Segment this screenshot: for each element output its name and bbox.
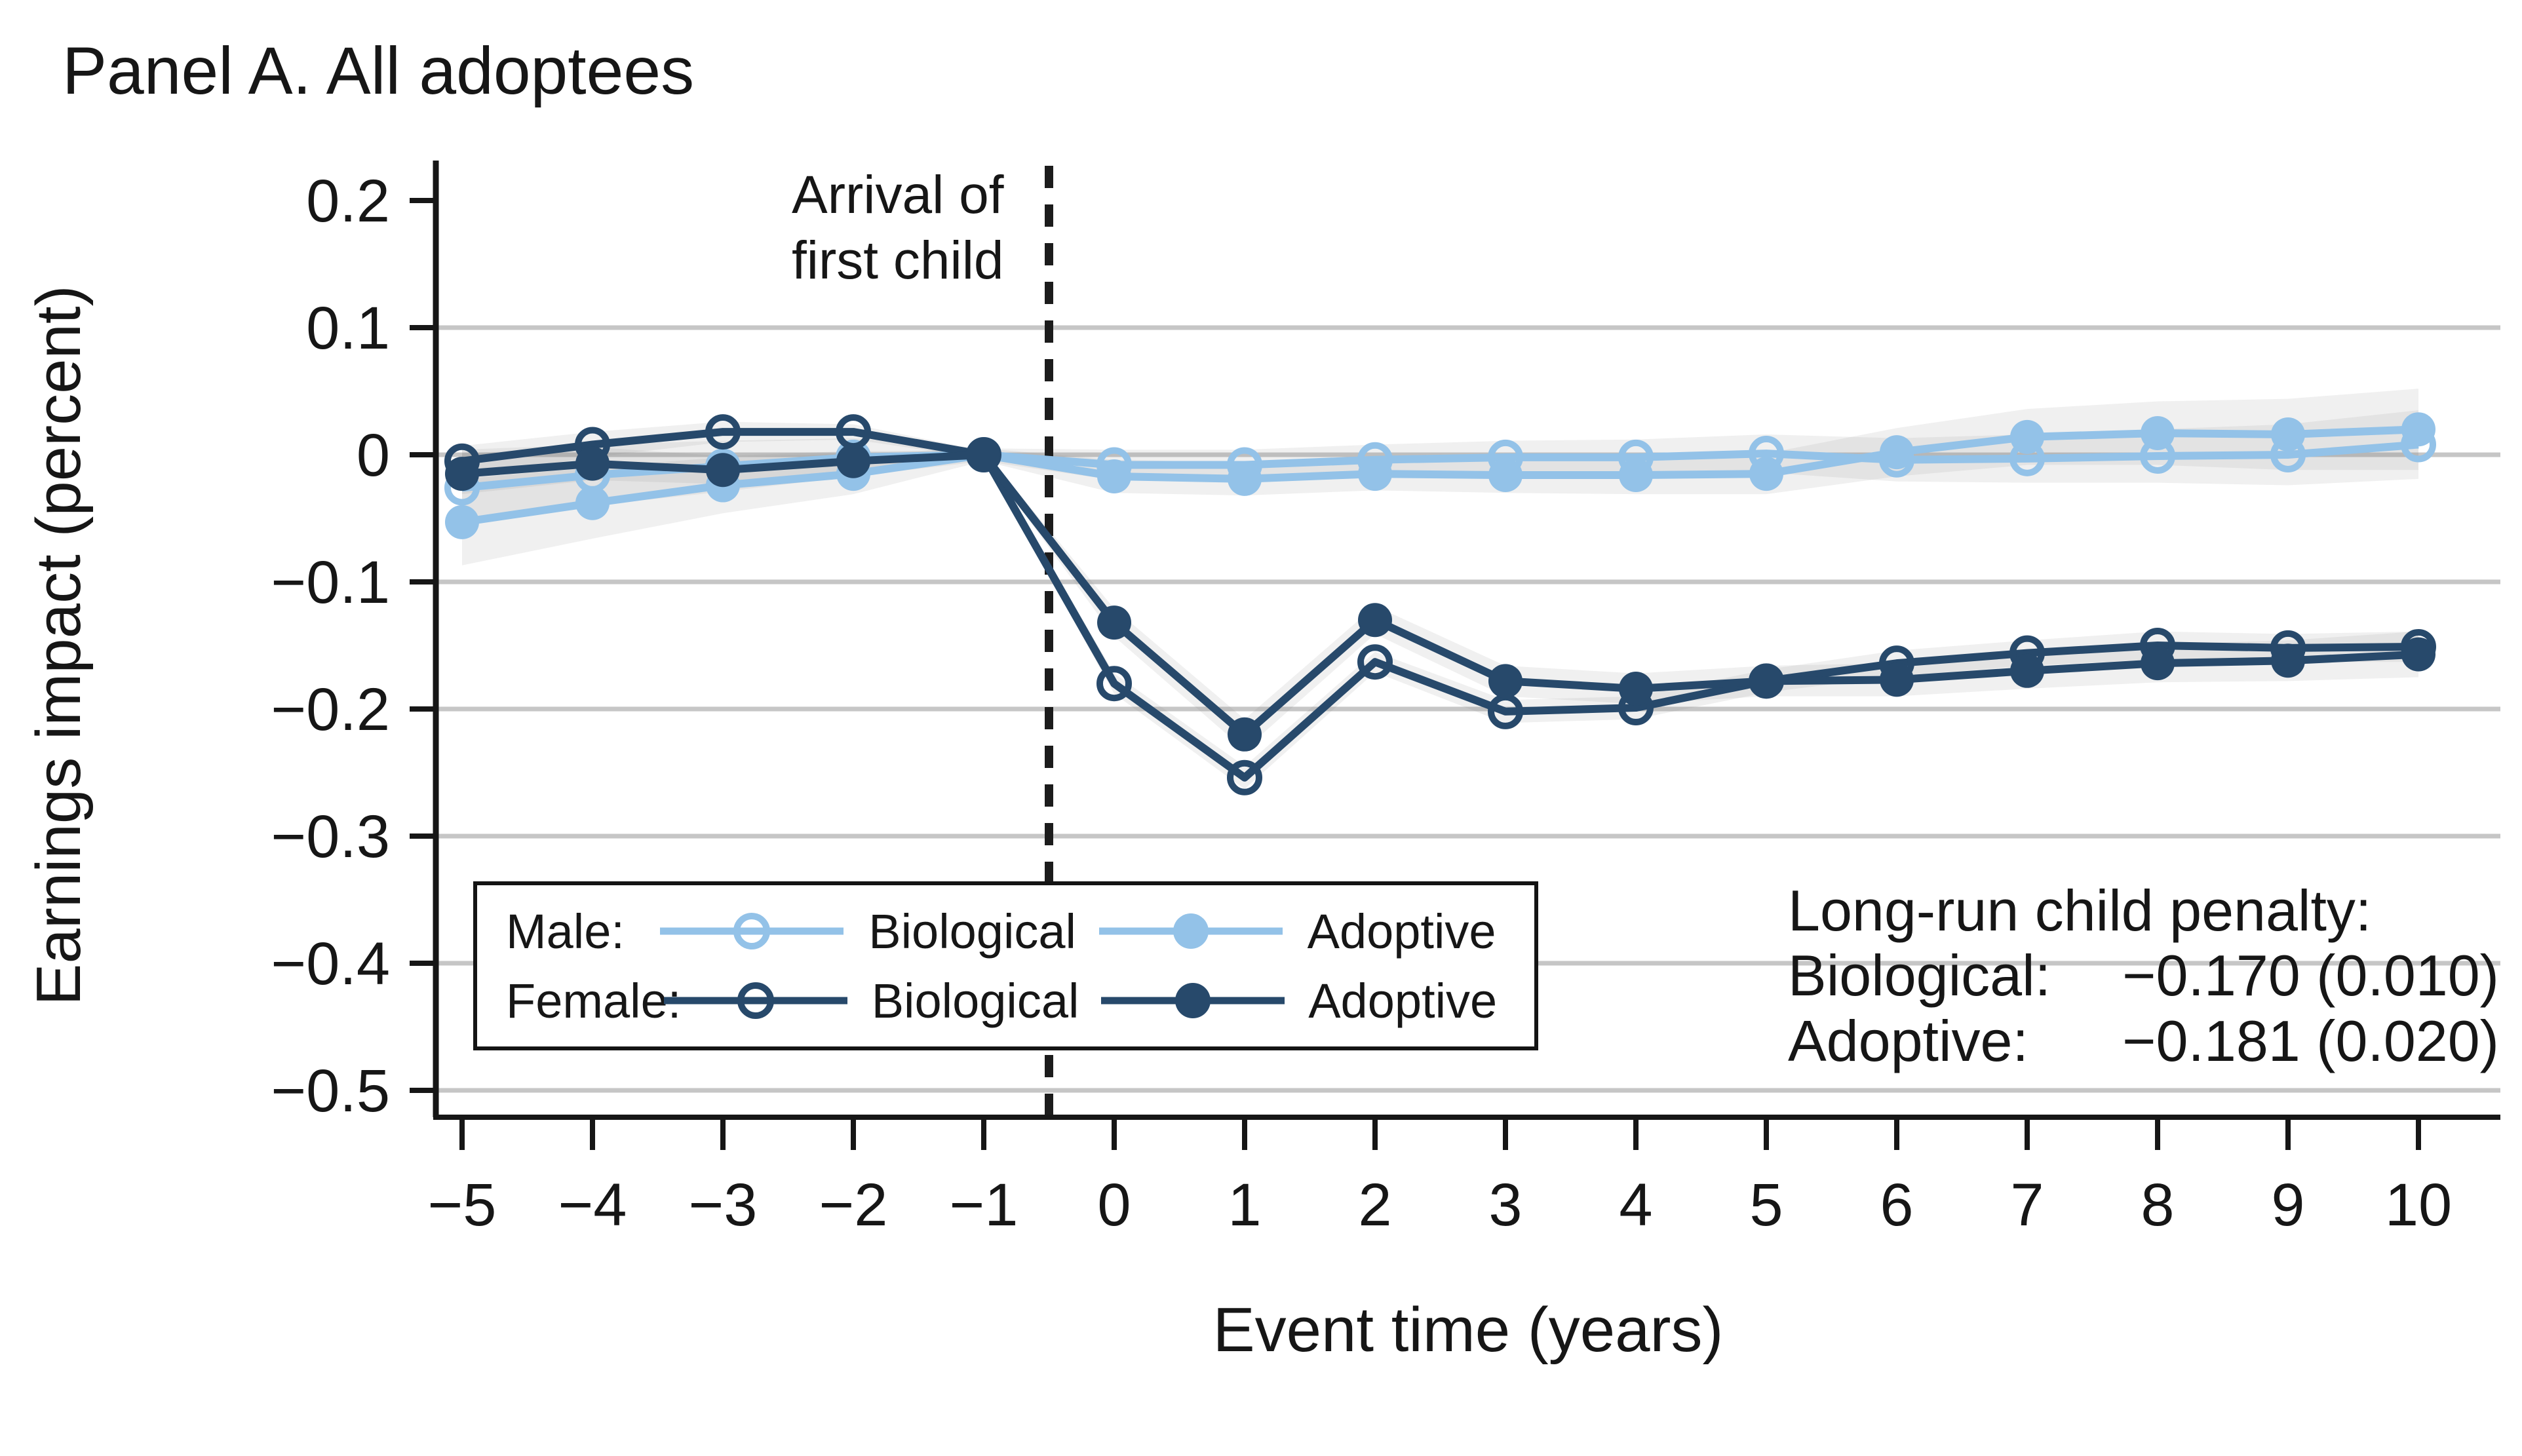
legend-marker-male-biological-icon (657, 911, 844, 951)
x-tick-label: 2 (1358, 1172, 1391, 1238)
event-line-annotation: Arrival of first child (792, 163, 1004, 294)
marker (2010, 653, 2044, 688)
legend-group-label: Female: (506, 973, 682, 1028)
marker (575, 446, 610, 481)
marker (445, 505, 479, 539)
marker (1227, 759, 1262, 795)
penalty-value-adoptive: −0.181 (0.020) (2122, 1008, 2499, 1073)
y-tick-label: 0.2 (306, 168, 390, 235)
legend-row-male: Male: Biological Adoptive (477, 901, 1534, 961)
penalty-title: Long-run child penalty: (1788, 878, 2372, 943)
series-line-female-biological (461, 428, 2419, 782)
marker (445, 457, 479, 491)
marker (575, 486, 610, 520)
legend-group-label: Male: (506, 904, 625, 959)
marker (1619, 458, 1653, 493)
marker (1358, 603, 1392, 638)
y-tick-label: −0.3 (271, 803, 390, 870)
y-tick-label: −0.1 (271, 549, 390, 616)
marker (1097, 605, 1131, 640)
y-tick-label: −0.5 (271, 1058, 390, 1124)
x-tick-label: 5 (1749, 1172, 1783, 1238)
marker (2010, 419, 2044, 454)
x-tick-label: −2 (819, 1172, 888, 1238)
marker (1096, 666, 1132, 702)
marker (1228, 717, 1262, 752)
y-axis-label: Earnings impact (percent) (24, 285, 94, 1006)
marker (1619, 671, 1653, 706)
penalty-row-biological: Biological: −0.170 (0.010) (1788, 943, 2499, 1008)
marker (836, 444, 870, 478)
marker (1357, 644, 1393, 680)
y-tick-label: −0.2 (271, 676, 390, 743)
penalty-row-adoptive: Adoptive: −0.181 (0.020) (1788, 1008, 2499, 1073)
marker (2271, 417, 2305, 451)
marker (2401, 637, 2435, 672)
marker (1880, 435, 1914, 470)
x-axis-label: Event time (years) (1212, 1295, 1724, 1365)
marker (1488, 664, 1523, 699)
legend-label-female-adoptive: Adoptive (1308, 973, 1498, 1028)
marker (2141, 646, 2175, 681)
event-annotation-line1: Arrival of (792, 165, 1004, 225)
legend-marker-female-adoptive-icon (1098, 981, 1285, 1020)
x-tick-label: 8 (2141, 1172, 2174, 1238)
panel-title: Panel A. All adoptees (62, 33, 695, 108)
x-tick-label: −4 (558, 1172, 627, 1238)
x-tick-label: 1 (1228, 1172, 1261, 1238)
marker (2271, 643, 2305, 678)
confidence-band (462, 410, 2418, 526)
marker (1097, 459, 1131, 493)
marker (2401, 412, 2435, 447)
legend-label-male-biological: Biological (868, 904, 1076, 959)
marker (1749, 664, 1783, 699)
x-tick-label: −1 (950, 1172, 1018, 1238)
marker (2141, 416, 2175, 451)
long-run-penalty-note: Long-run child penalty: Biological: −0.1… (1788, 878, 2499, 1073)
marker (1880, 662, 1914, 697)
series-line-male-adoptive (461, 425, 2419, 526)
x-tick-label: −3 (689, 1172, 758, 1238)
legend-label-male-adoptive: Adoptive (1307, 904, 1496, 959)
marker (1228, 461, 1262, 496)
y-tick-label: 0 (357, 422, 390, 489)
marker (705, 414, 741, 450)
penalty-value-biological: −0.170 (0.010) (2122, 943, 2499, 1008)
legend-marker-male-adoptive-icon (1096, 911, 1283, 951)
x-tick-label: 7 (2010, 1172, 2044, 1238)
legend-row-female: Female: Biological Adoptive (477, 970, 1534, 1031)
marker (1358, 457, 1392, 491)
legend-label-female-biological: Biological (871, 973, 1079, 1028)
x-tick-label: 0 (1097, 1172, 1131, 1238)
series-line-female-adoptive (461, 451, 2419, 738)
legend-marker-female-biological-icon (661, 981, 847, 1020)
x-tick-label: 3 (1488, 1172, 1522, 1238)
marker (706, 453, 740, 488)
x-tick-label: 10 (2385, 1172, 2452, 1238)
event-annotation-line2: first child (792, 231, 1004, 291)
marker (967, 438, 1001, 472)
y-tick-label: 0.1 (306, 295, 390, 362)
x-tick-label: 4 (1619, 1172, 1652, 1238)
marker (1488, 458, 1523, 493)
penalty-label-biological: Biological: (1788, 943, 2051, 1008)
penalty-label-adoptive: Adoptive: (1788, 1008, 2028, 1073)
marker (1749, 457, 1783, 491)
x-tick-label: −5 (428, 1172, 497, 1238)
y-tick-label: −0.4 (271, 930, 390, 997)
legend: Male: Biological Adoptive Female: (473, 881, 1538, 1050)
x-tick-label: 9 (2271, 1172, 2304, 1238)
x-tick-label: 6 (1880, 1172, 1913, 1238)
